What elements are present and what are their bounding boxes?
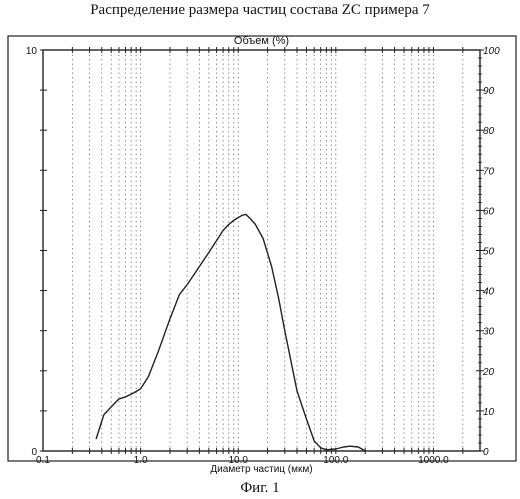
x-tick-label: 1.0 bbox=[134, 455, 148, 466]
y-right-tick-label: 0 bbox=[483, 447, 489, 458]
y-right-tick-label: 40 bbox=[483, 287, 495, 298]
figure-caption: Фиг. 1 bbox=[0, 480, 520, 497]
y-right-tick-label: 20 bbox=[482, 367, 495, 378]
outer-frame bbox=[8, 36, 516, 461]
y-right-tick-label: 90 bbox=[483, 86, 495, 97]
y-right-tick-label: 10 bbox=[483, 407, 495, 418]
y-right-tick-label: 50 bbox=[483, 247, 495, 258]
y-right-tick-label: 100 bbox=[483, 46, 500, 57]
y-right-tick-label: 70 bbox=[483, 166, 495, 177]
x-tick-label: 0.1 bbox=[36, 455, 50, 466]
y-right-tick-label: 80 bbox=[483, 126, 495, 137]
x-tick-label: 10.0 bbox=[228, 455, 248, 466]
y-right-tick-label: 60 bbox=[483, 206, 495, 217]
y-left-tick-label: 10 bbox=[26, 46, 38, 57]
chart-title: Объем (%) bbox=[234, 35, 289, 47]
x-tick-label: 1000.0 bbox=[418, 455, 449, 466]
y-right-tick-label: 30 bbox=[483, 327, 495, 338]
x-tick-label: 100.0 bbox=[323, 455, 348, 466]
plot-area bbox=[43, 50, 480, 451]
x-axis-label: Диаметр частиц (мкм) bbox=[210, 464, 312, 475]
y-left-tick-label: 0 bbox=[31, 447, 37, 458]
